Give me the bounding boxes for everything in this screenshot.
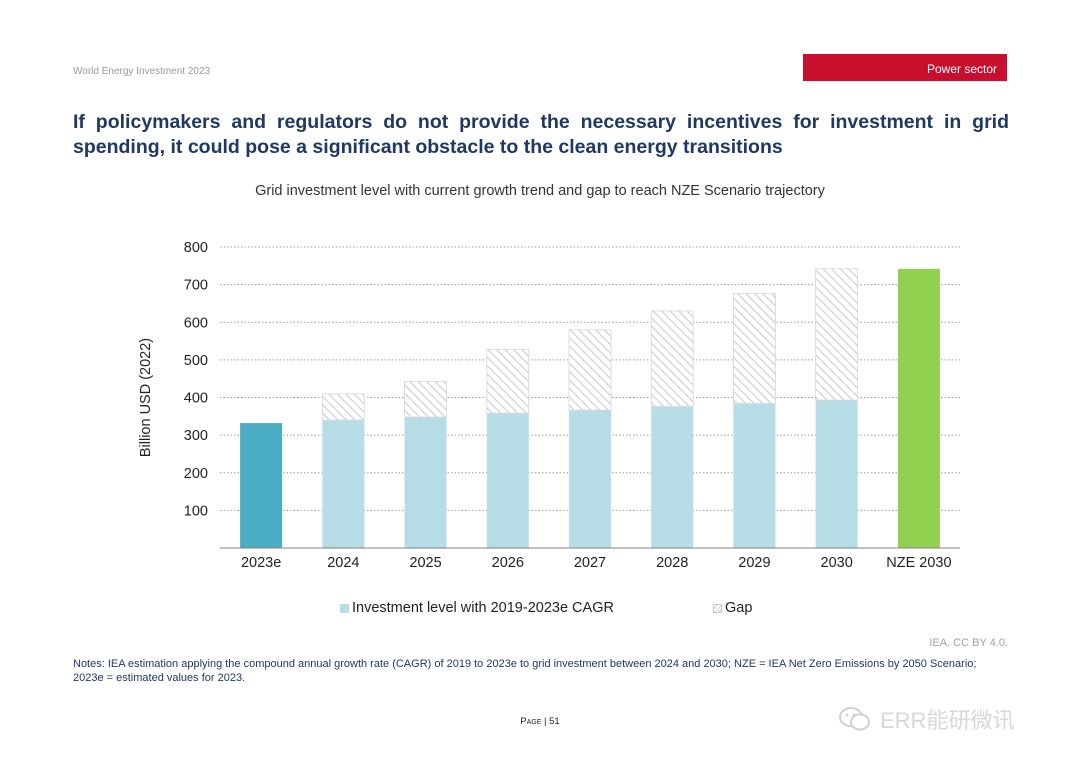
bar-investment-2029	[733, 403, 776, 548]
bars	[240, 268, 940, 548]
license-credit: IEA. CC BY 4.0.	[929, 637, 1008, 649]
legend-swatch-investment	[340, 603, 349, 613]
chart-title: Grid investment level with current growt…	[255, 183, 825, 199]
x-tick-label: 2030	[821, 555, 853, 571]
bar-investment-2024	[322, 420, 365, 548]
bar-gap-2029	[733, 293, 776, 404]
bar-investment-2026	[486, 413, 529, 548]
legend-swatch-gap	[713, 603, 722, 613]
x-tick-label: 2028	[656, 555, 688, 571]
y-axis-ticks: 100 200 300 400 500 600 700 800	[184, 240, 208, 519]
wechat-icon	[839, 707, 870, 731]
section-tag: Power sector	[803, 54, 1007, 81]
legend-item-gap: Gap	[713, 600, 752, 616]
x-tick-label: 2029	[738, 555, 770, 571]
y-tick-label: 400	[184, 391, 208, 407]
chart-notes: Notes: IEA estimation applying the compo…	[73, 658, 977, 684]
x-tick-label: 2026	[492, 555, 524, 571]
y-tick-label: 300	[184, 428, 208, 444]
legend-label-investment: Investment level with 2019-2023e CAGR	[352, 600, 614, 616]
x-axis-ticks: 2023e 2024 2025 2026 2027 2028 2029 2030 NZE 203…	[241, 555, 952, 571]
page-number: Page | 51	[520, 716, 560, 727]
y-tick-label: 600	[184, 315, 208, 331]
y-tick-label: 500	[184, 353, 208, 369]
bar-investment-2023e	[240, 423, 283, 548]
y-tick-label: 100	[184, 503, 208, 519]
y-tick-label: 700	[184, 278, 208, 294]
x-tick-label: NZE 2030	[886, 555, 951, 571]
watermark: ERR能研微讯	[838, 703, 1014, 735]
x-tick-label: 2027	[574, 555, 606, 571]
report-name: World Energy Investment 2023	[73, 66, 211, 77]
bar-investment-2027	[569, 410, 611, 548]
bar-gap-2027	[568, 329, 612, 411]
bar-gap-2028	[650, 310, 694, 407]
page-value: 51	[549, 716, 560, 727]
y-tick-label: 200	[184, 466, 208, 482]
slide-headline: If policymakers and regulators do not pr…	[73, 111, 1009, 158]
bar-gap-2026	[486, 348, 530, 414]
bar-investment-2025	[404, 417, 447, 548]
x-tick-label: 2023e	[241, 555, 281, 571]
y-tick-label: 800	[184, 240, 208, 256]
y-axis-label: Billion USD (2022)	[138, 338, 154, 457]
bar-gap-2025	[404, 380, 447, 418]
bar-investment-2030	[815, 400, 858, 548]
x-tick-label: 2024	[327, 555, 359, 571]
bar-gap-2030	[815, 268, 859, 401]
legend-item-investment: Investment level with 2019-2023e CAGR	[340, 600, 614, 616]
legend-label-gap: Gap	[725, 600, 753, 616]
bar-investment-2028	[651, 406, 694, 548]
bar-gap-2024	[321, 393, 365, 421]
x-tick-label: 2025	[409, 555, 441, 571]
watermark-text: ERR能研微讯	[880, 708, 1015, 733]
page-label: Page	[520, 716, 542, 727]
bar-investment-nze-2030	[897, 268, 940, 548]
